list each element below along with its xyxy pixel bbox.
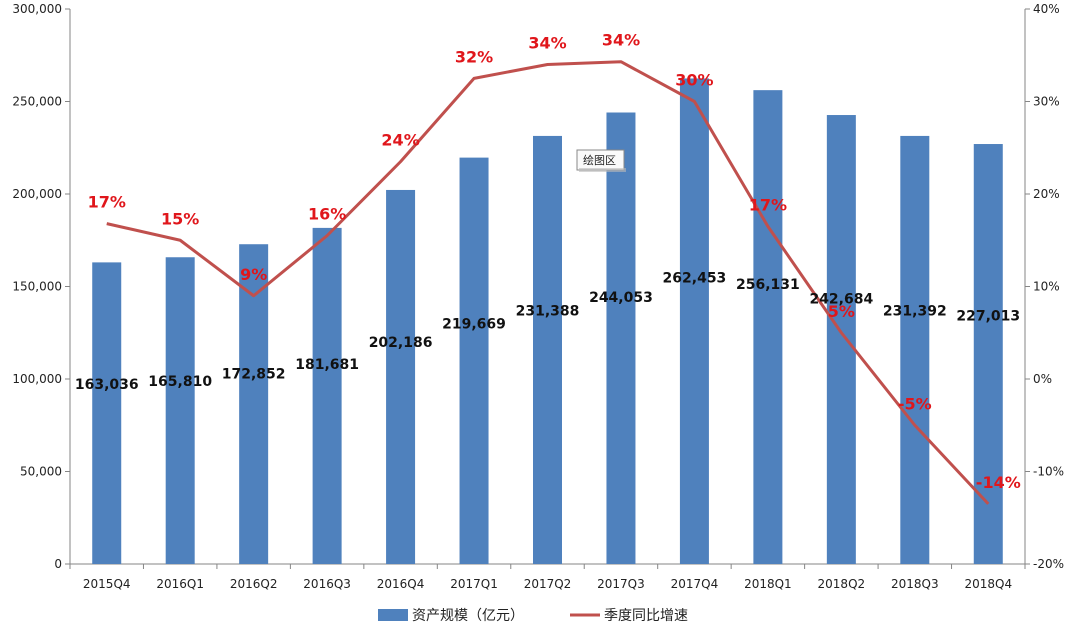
x-tick-label: 2016Q1 [156,577,204,591]
x-tick-label: 2016Q3 [303,577,351,591]
x-tick-label: 2017Q4 [671,577,719,591]
bar-value-label: 256,131 [736,277,800,293]
x-tick-label: 2016Q4 [377,577,425,591]
bar [386,189,416,564]
tooltip-text: 绘图区 [583,153,616,167]
legend: 资产规模（亿元） 季度同比增速 [378,608,688,624]
rate-value-label: 34% [602,31,640,50]
rate-value-label: -14% [976,473,1021,492]
x-tick-label: 2018Q3 [891,577,939,591]
y-left-tick-label: 100,000 [12,372,62,386]
rate-value-label: 15% [161,209,199,228]
tooltip-shadow [579,168,626,172]
x-tick-label: 2018Q1 [744,577,792,591]
y-left-tick-label: 150,000 [12,280,62,294]
y-left-tick-label: 0 [54,557,62,571]
x-tick-label: 2018Q4 [964,577,1012,591]
legend-label-bar: 资产规模（亿元） [412,608,524,624]
y-right-tick-label: 40% [1033,2,1060,16]
y-right-tick-label: -10% [1033,465,1064,479]
rate-value-label: 9% [240,265,267,284]
line-series [106,60,990,505]
bar [606,112,636,564]
bar [533,135,562,565]
bar-series [92,78,1003,565]
y-right-tick-label: -20% [1033,557,1064,571]
x-tick-label: 2016Q2 [230,577,278,591]
x-tick-label: 2017Q2 [524,577,572,591]
bar [973,144,1003,565]
y-left-tick-label: 250,000 [12,95,62,109]
rate-value-label: 32% [455,47,493,66]
rate-value-label: 5% [828,302,855,321]
y-right-tick-label: 10% [1033,280,1060,294]
rate-value-label: 17% [88,193,126,212]
rate-value-label: 16% [308,205,346,224]
data-labels: 163,036 165,810 172,852 181,681 202,186 219,6… [75,31,1021,492]
bar-value-label: 242,684 [809,292,873,308]
bar-value-label: 227,013 [956,308,1020,324]
bar [900,135,930,564]
bar-value-label: 219,669 [442,316,506,332]
bar [312,227,342,565]
rate-value-label: 24% [381,131,419,150]
bar [679,78,709,565]
rate-value-label: -5% [898,394,932,413]
legend-label-line: 季度同比增速 [604,608,688,624]
growth-rate-line [106,60,990,505]
rate-value-label: 30% [675,71,713,90]
bar [459,157,489,564]
plot-area-tooltip: 绘图区 [576,149,626,172]
bar [92,262,122,564]
bar [826,115,856,564]
y-right-tick-label: 30% [1033,95,1060,109]
bar-value-label: 165,810 [148,374,212,390]
y-left-tick-label: 200,000 [12,187,62,201]
y-right-tick-label: 20% [1033,187,1060,201]
y-left-tick-label: 300,000 [12,2,62,16]
x-tick-label: 2017Q3 [597,577,645,591]
bar [165,257,195,564]
bar [239,244,269,564]
x-tick-label: 2015Q4 [83,577,131,591]
rate-value-label: 17% [749,195,787,214]
bar-value-label: 202,186 [369,335,433,351]
rate-value-label: 34% [528,34,566,53]
y-right-tick-label: 0% [1033,372,1052,386]
bar [753,90,783,564]
bar-value-label: 172,852 [222,367,286,383]
bar-value-label: 181,681 [295,357,359,373]
x-tick-label: 2018Q2 [818,577,866,591]
bar-value-label: 231,392 [883,304,947,320]
bar-value-label: 231,388 [516,304,580,320]
axes: 0 50,000 100,000 150,000 200,000 250,000 300,0… [12,2,1064,591]
legend-swatch-bar [378,609,408,621]
bar-value-label: 262,453 [663,270,727,286]
bar-value-label: 244,053 [589,290,653,306]
bar-value-label: 163,036 [75,377,139,393]
y-left-tick-label: 50,000 [20,465,62,479]
x-tick-label: 2017Q1 [450,577,498,591]
